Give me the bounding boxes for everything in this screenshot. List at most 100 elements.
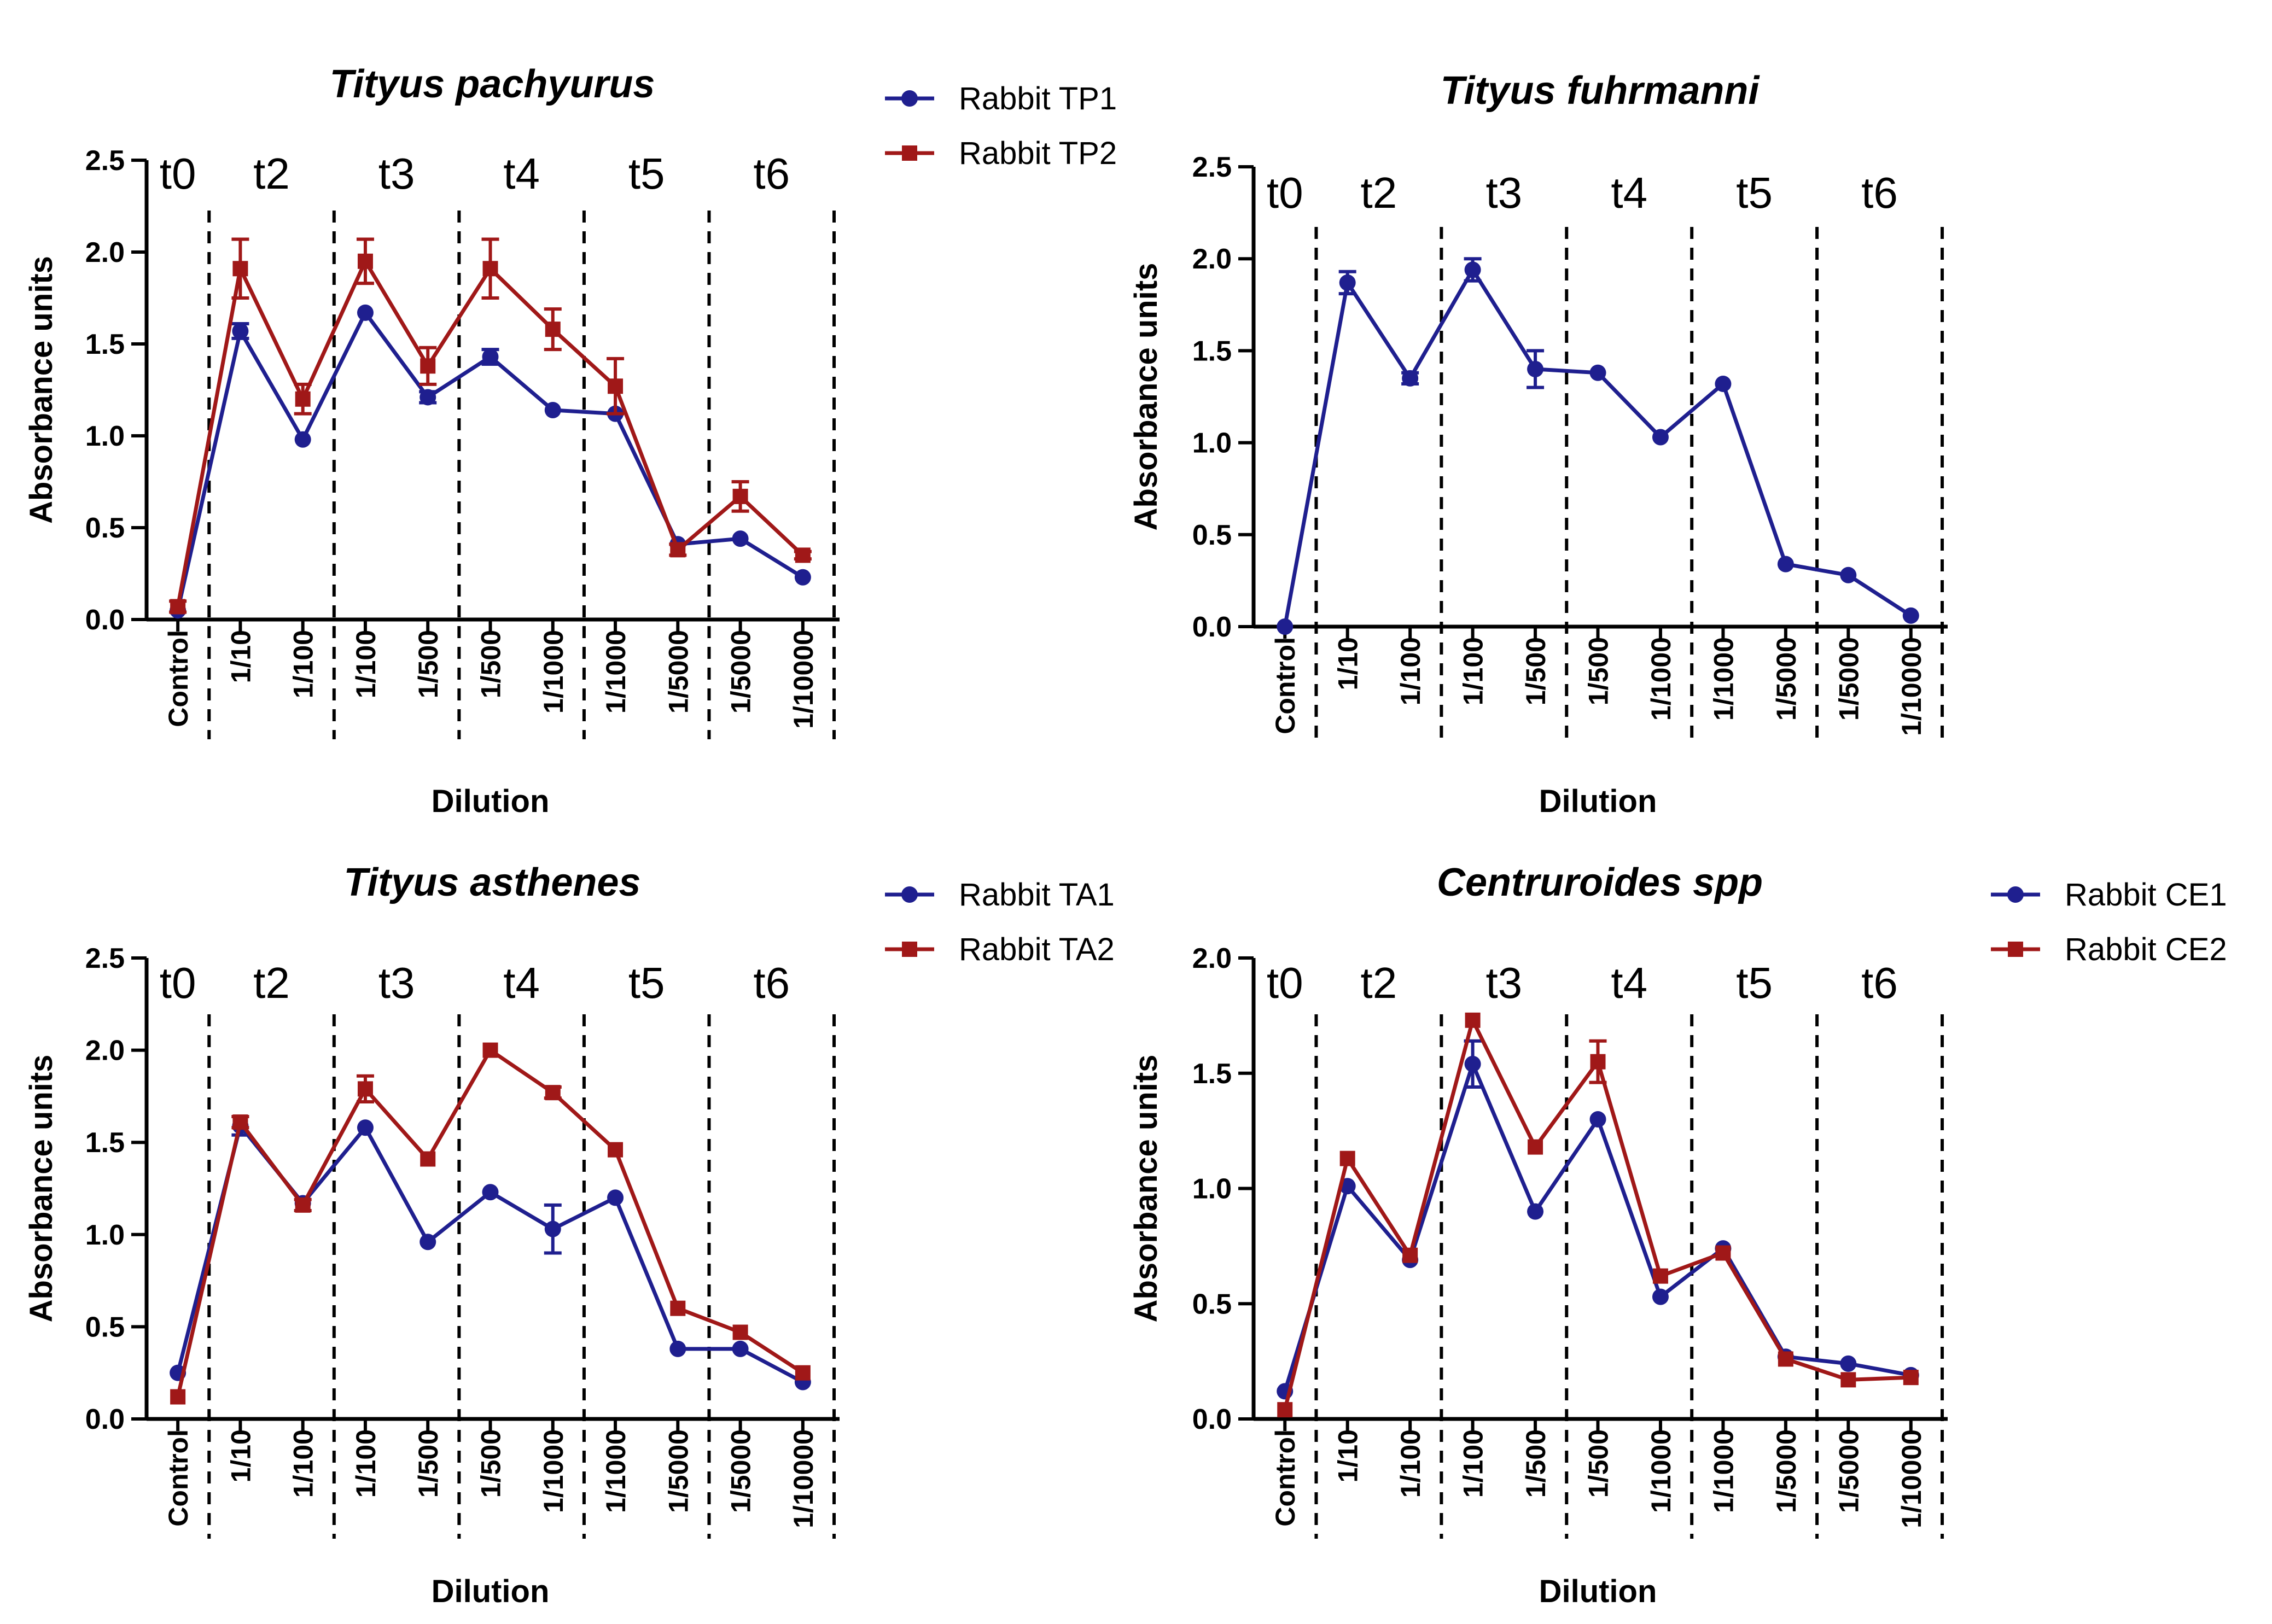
y-tick-label: 2.5	[85, 145, 125, 177]
data-point	[1778, 1351, 1793, 1367]
x-tick-label: Control	[1270, 1429, 1301, 1527]
data-point	[1652, 1268, 1668, 1284]
x-tick-label: 1/500	[413, 1429, 444, 1498]
data-point	[232, 1114, 248, 1130]
data-point	[170, 1389, 186, 1405]
data-point	[795, 1365, 811, 1381]
data-point	[732, 1340, 749, 1357]
x-tick-label: Control	[163, 630, 194, 727]
legend-label: Rabbit TP1	[959, 81, 1117, 116]
y-tick-label: 0.5	[85, 1311, 125, 1343]
x-tick-label: 1/5000	[1833, 1429, 1864, 1513]
data-point	[1402, 370, 1419, 387]
x-tick-label: 1/100	[1395, 637, 1426, 705]
time-label: t6	[753, 959, 790, 1007]
x-tick-label: 1/10000	[788, 1429, 819, 1528]
data-point	[420, 358, 436, 374]
x-tick-label: 1/1000	[601, 1429, 631, 1513]
x-tick-label: 1/500	[413, 630, 444, 698]
time-label: t4	[503, 959, 540, 1007]
y-tick-label: 2.5	[85, 943, 125, 974]
x-tick-label: 1/5000	[1833, 637, 1864, 721]
series-1	[1277, 257, 1919, 635]
y-tick-label: 0.0	[85, 604, 125, 636]
data-point	[670, 1300, 686, 1316]
y-tick-label: 2.5	[1192, 151, 1232, 183]
data-point	[1652, 429, 1669, 446]
data-point	[545, 1085, 561, 1101]
x-tick-label: 1/1000	[1646, 637, 1676, 721]
chart-panel-2: Tityus fuhrmanni 0.0 0.5 1.0 1.5 2.0 2.5 Absorb…	[1128, 69, 1948, 819]
x-tick-label: 1/100	[351, 630, 381, 698]
data-point	[357, 1119, 374, 1136]
data-point	[544, 1220, 561, 1237]
data-point	[420, 1234, 436, 1251]
x-tick-label: 1/5000	[726, 630, 756, 714]
x-tick-label: 1/10	[1333, 1429, 1364, 1482]
data-point	[607, 1189, 624, 1206]
data-point	[1840, 566, 1857, 583]
data-point	[795, 547, 811, 563]
x-axis-title: Dilution	[432, 1574, 550, 1609]
legend-label: Rabbit CE1	[2065, 877, 2227, 913]
series-line	[1283, 267, 1912, 627]
data-point	[1903, 1370, 1919, 1386]
x-tick-label: 1/5000	[1771, 637, 1802, 721]
x-tick-label: 1/10000	[1896, 1429, 1927, 1528]
x-tick-label: 1/1000	[538, 1429, 569, 1513]
x-tick-label: Control	[1270, 637, 1301, 734]
y-tick-label: 0.0	[1192, 611, 1232, 643]
data-point	[1840, 1355, 1857, 1372]
time-label: t0	[160, 149, 196, 198]
x-tick-label: 1/5000	[726, 1429, 756, 1513]
y-tick-label: 1.0	[1192, 428, 1232, 459]
data-point	[1840, 1372, 1856, 1388]
y-tick-label: 2.0	[85, 237, 125, 268]
data-point	[357, 304, 374, 321]
y-tick-label: 1.0	[85, 420, 125, 452]
x-tick-label: 1/10000	[1896, 637, 1927, 736]
time-label: t6	[1861, 959, 1898, 1007]
chart-title: Tityus asthenes	[344, 861, 641, 904]
x-tick-label: 1/1000	[538, 630, 569, 714]
legend-marker	[902, 942, 917, 957]
data-point	[1528, 1139, 1543, 1155]
x-axis-title: Dilution	[432, 784, 550, 819]
chart-title: Centruroides spp	[1437, 861, 1763, 904]
y-tick-label: 0.5	[1192, 1288, 1232, 1320]
legend-label: Rabbit TA1	[959, 877, 1115, 913]
chart-title: Tityus pachyurus	[330, 62, 655, 106]
series-1	[170, 304, 811, 619]
x-tick-label: 1/5000	[663, 630, 694, 714]
time-label: t5	[628, 149, 665, 198]
data-point	[1652, 1288, 1669, 1305]
data-point	[669, 1340, 686, 1357]
legend-marker	[901, 90, 918, 107]
data-point	[1589, 1111, 1606, 1128]
x-axis-title: Dilution	[1539, 784, 1657, 819]
data-point	[544, 401, 561, 418]
x-tick-label: 1/500	[1521, 637, 1551, 705]
data-point	[1777, 556, 1794, 573]
y-tick-label: 0.5	[1192, 519, 1232, 551]
time-label: t2	[1361, 959, 1397, 1007]
data-point	[1465, 1012, 1481, 1028]
y-tick-label: 2.0	[1192, 943, 1232, 974]
x-tick-label: 1/100	[288, 1429, 319, 1498]
x-tick-label: 1/500	[1583, 1429, 1614, 1498]
time-label: t3	[378, 959, 415, 1007]
y-axis-title: Absorbance units	[24, 1055, 59, 1323]
data-point	[482, 1042, 498, 1058]
time-label: t2	[253, 959, 290, 1007]
time-label: t0	[160, 959, 196, 1007]
time-label: t3	[1485, 959, 1522, 1007]
x-tick-label: 1/500	[476, 630, 506, 698]
legend-label: Rabbit CE2	[2065, 932, 2227, 967]
time-label: t2	[1361, 168, 1397, 217]
legend-marker	[2007, 886, 2024, 903]
series-1	[1277, 1039, 1919, 1400]
x-tick-label: 1/10000	[788, 630, 819, 729]
time-label: t5	[1736, 168, 1773, 217]
time-label: t0	[1267, 168, 1303, 217]
